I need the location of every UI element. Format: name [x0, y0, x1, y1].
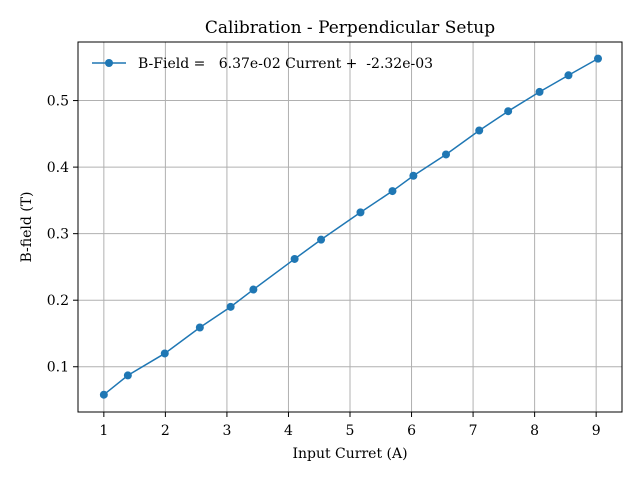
axis-ticks: 1 2 3 4 5 6 7 8 9 0.1 0.2 0.3 0.4 0.5	[47, 94, 601, 439]
data-point	[160, 349, 169, 358]
data-point	[388, 187, 397, 196]
grid	[78, 42, 622, 412]
plot-series	[99, 54, 602, 399]
data-point	[356, 208, 365, 217]
y-tick-label: 0.4	[47, 160, 69, 176]
x-axis-label: Input Curret (A)	[292, 446, 407, 462]
y-tick-label: 0.5	[47, 94, 69, 110]
y-axis-label: B-field (T)	[19, 191, 35, 262]
data-point	[475, 126, 484, 135]
x-tick-label: 9	[592, 423, 601, 439]
legend-label: B-Field = 6.37e-02 Current + -2.32e-03	[138, 56, 433, 72]
legend-marker	[105, 59, 113, 67]
data-point	[442, 150, 450, 159]
data-point	[123, 371, 132, 380]
data-point	[317, 235, 326, 244]
x-tick-label: 2	[161, 423, 170, 439]
data-point	[249, 285, 258, 294]
x-tick-label: 4	[284, 423, 293, 439]
data-point	[594, 54, 602, 63]
data-point	[99, 390, 108, 399]
x-tick-label: 5	[346, 423, 355, 439]
legend: B-Field = 6.37e-02 Current + -2.32e-03	[92, 56, 433, 72]
y-tick-label: 0.2	[47, 293, 69, 309]
data-point	[290, 254, 299, 263]
data-point	[195, 323, 204, 332]
x-tick-label: 3	[222, 423, 231, 439]
x-tick-label: 1	[99, 423, 108, 439]
x-tick-label: 7	[469, 423, 478, 439]
data-point	[226, 302, 235, 311]
y-tick-label: 0.3	[47, 227, 69, 243]
y-tick-label: 0.1	[47, 360, 69, 376]
data-point	[504, 107, 513, 116]
x-tick-label: 8	[530, 423, 539, 439]
x-tick-label: 6	[407, 423, 416, 439]
data-point	[535, 87, 544, 96]
data-point	[409, 171, 418, 180]
data-point	[564, 71, 573, 80]
chart-title: Calibration - Perpendicular Setup	[205, 18, 495, 38]
